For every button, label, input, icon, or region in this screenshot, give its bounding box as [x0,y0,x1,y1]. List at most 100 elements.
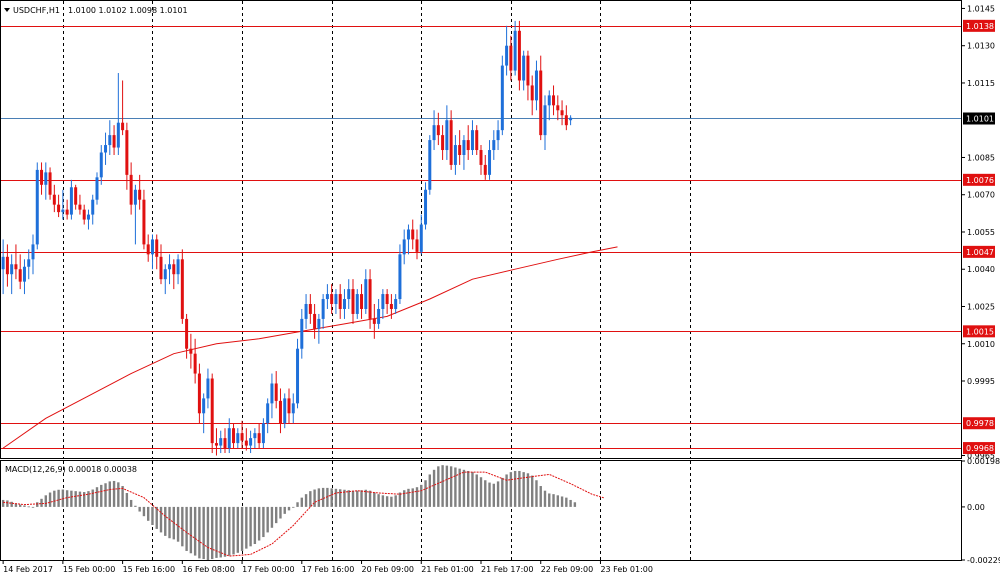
macd-bar [394,495,397,507]
candle-body [74,187,78,205]
candle [513,20,517,76]
candle-body [560,110,564,116]
candle [360,284,364,319]
dropdown-triangle-icon[interactable] [4,8,10,12]
candle [253,428,257,449]
candle [402,229,406,265]
candle [539,55,543,141]
candle [453,135,457,175]
candle-body [462,140,466,155]
candle-body [172,264,176,275]
candle-body [445,120,449,151]
candle [227,418,231,454]
candle [334,289,338,314]
macd-bar [484,480,487,507]
macd-bar [420,484,423,507]
candle [69,179,73,220]
macd-bar [249,506,252,547]
macd-bar [368,490,372,507]
macd-bar [142,506,146,517]
macd-bar [147,506,150,521]
candle [121,80,125,136]
candle [394,294,398,314]
macd-bar [283,506,286,514]
candle [496,120,500,151]
candle [232,423,236,449]
candle-body [189,348,193,354]
macd-bar [317,488,321,507]
candle [475,125,479,155]
candle [338,284,342,319]
candle-body [424,189,428,225]
macd-tick-label: 0.00198 [967,457,1000,466]
macd-bar [74,491,77,507]
candle [125,122,129,190]
candle [308,294,312,324]
macd-bar [531,475,534,507]
candle [560,100,564,126]
candle [377,299,381,329]
candle-body [40,169,44,185]
ohlc-label: 1.0100 1.0102 1.0098 1.0101 [68,6,188,15]
candle-body [91,199,95,215]
candle-body [449,120,453,165]
candle-body [95,177,99,200]
candle [317,313,321,344]
candle [419,214,423,255]
candle-body [389,304,393,309]
macd-bar [70,490,73,507]
level-badge-text: 1.0047 [966,248,994,257]
candle-body [475,130,479,151]
candle-body [116,122,120,148]
candle [505,25,509,76]
macd-bar [10,501,13,507]
macd-bar [339,489,342,507]
y-tick-label: 1.0115 [967,79,995,88]
macd-bar [377,494,380,507]
macd-bar [403,490,406,507]
candle-body [513,30,517,71]
macd-bar [432,469,436,507]
candle [522,50,526,91]
macd-tick-label: 0.00 [967,503,985,512]
candle [368,269,372,329]
macd-bar [509,472,513,507]
candle [116,73,120,155]
candle [57,194,61,218]
candle-body [22,266,26,282]
candle [492,130,496,160]
price-axis[interactable]: 1.0145 1.0130 1.0115 1.0085 1.0070 1.0055 1.00… [961,4,995,461]
candle-body [142,199,146,245]
macd-bar [304,494,308,507]
candle-body [129,174,133,205]
macd-bar [539,486,542,507]
candle [10,254,14,295]
macd-bar [91,489,94,507]
macd-bar [275,506,278,524]
level-badge-box [963,173,995,186]
macd-bar [381,495,385,507]
candle-body [27,259,31,267]
time-axis[interactable]: 14 Feb 2017 15 Feb 00:00 15 Feb 16:00 16 Fe… [2,560,653,574]
level-badge-text: 0.9968 [966,444,994,453]
level-badge-box [963,19,995,32]
candle [104,132,108,165]
y-tick-label: 1.0055 [967,228,995,237]
macd-bar [202,506,205,560]
macd-bar [185,506,188,551]
macd-bar [471,472,474,507]
macd-bar [61,489,65,507]
candle-body [338,294,342,309]
macd-bar [108,481,111,507]
candle-body [104,145,108,153]
candle [1,239,5,295]
macd-bar [287,506,291,511]
candle [142,189,146,250]
y-tick-label: 0.9995 [967,377,995,386]
x-tick-label: 16 Feb 08:00 [182,565,234,574]
macd-bar [513,470,517,507]
candle-body [69,187,73,215]
candle-body [57,204,61,213]
macd-bar [257,506,261,541]
